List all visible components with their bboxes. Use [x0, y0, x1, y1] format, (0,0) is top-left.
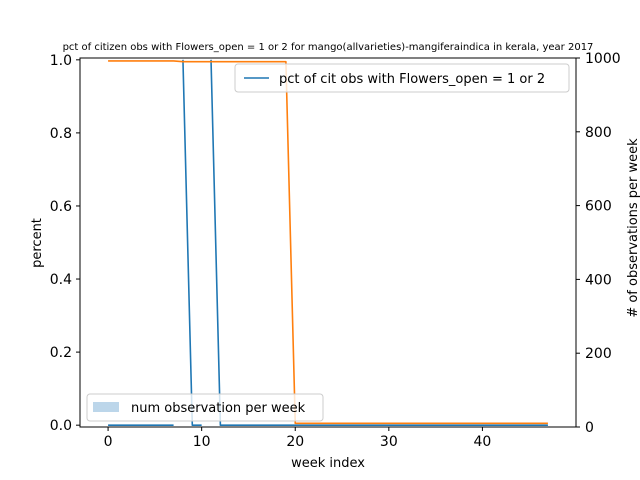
y-tick-label: 0.8 [50, 126, 72, 142]
x-tick-label: 30 [380, 434, 398, 450]
chart-title: pct of citizen obs with Flowers_open = 1… [63, 42, 594, 53]
y2-tick-label: 800 [585, 125, 612, 141]
legend-lower-left: num observation per week [86, 393, 324, 422]
x-tick-label: 40 [474, 434, 492, 450]
y2-tick-label: 400 [585, 272, 612, 288]
y-tick-label: 0.4 [50, 272, 72, 288]
y-tick-label: 0.0 [50, 418, 72, 434]
y2-axis-ticks: 0 200 400 600 800 1000 [576, 51, 621, 436]
y-tick-label: 0.2 [50, 345, 72, 361]
series-layer [108, 59, 548, 426]
y2-tick-label: 600 [585, 199, 612, 215]
legend-box [234, 63, 570, 93]
legend-patch-swatch [93, 402, 119, 412]
y2-axis-label: # of observations per week [626, 138, 640, 318]
x-tick-label: 0 [104, 434, 113, 450]
plot-frame [79, 57, 577, 428]
series-line-num-obs [108, 60, 548, 425]
x-tick-label: 10 [193, 434, 211, 450]
y2-tick-label: 1000 [585, 51, 621, 67]
legend-label-pct: pct of cit obs with Flowers_open = 1 or … [279, 72, 545, 87]
series-line-pct [182, 59, 202, 426]
x-axis-ticks: 0 10 20 30 40 [104, 427, 492, 450]
y2-tick-label: 0 [585, 420, 594, 436]
y-tick-label: 1.0 [50, 53, 72, 69]
x-axis-label: week index [291, 456, 365, 471]
y-axis-label: percent [30, 218, 45, 268]
legend-upper-right: pct of cit obs with Flowers_open = 1 or … [234, 63, 570, 93]
legend-box [86, 393, 324, 422]
y-axis-ticks: 0.0 0.2 0.4 0.6 0.8 1.0 [50, 53, 80, 434]
legend-label-num-obs: num observation per week [131, 401, 306, 416]
x-tick-label: 20 [286, 434, 304, 450]
y2-tick-label: 200 [585, 346, 612, 362]
y-tick-label: 0.6 [50, 199, 72, 215]
series-line-pct [210, 59, 548, 426]
